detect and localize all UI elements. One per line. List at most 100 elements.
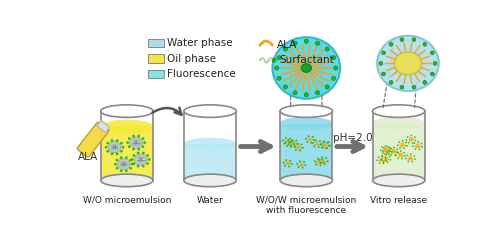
Ellipse shape: [404, 152, 405, 154]
Ellipse shape: [308, 135, 310, 137]
Ellipse shape: [379, 62, 383, 65]
FancyBboxPatch shape: [148, 69, 164, 78]
Ellipse shape: [316, 158, 318, 160]
Ellipse shape: [408, 137, 414, 142]
Ellipse shape: [383, 148, 392, 153]
Ellipse shape: [132, 154, 135, 157]
Ellipse shape: [296, 163, 298, 165]
Ellipse shape: [125, 156, 128, 159]
Ellipse shape: [320, 143, 322, 145]
Ellipse shape: [320, 143, 322, 145]
Ellipse shape: [407, 136, 408, 138]
Ellipse shape: [110, 139, 114, 142]
Ellipse shape: [304, 39, 308, 43]
Ellipse shape: [100, 174, 153, 187]
Ellipse shape: [380, 149, 382, 151]
Ellipse shape: [414, 148, 416, 150]
Ellipse shape: [282, 162, 284, 164]
FancyBboxPatch shape: [97, 121, 110, 132]
Ellipse shape: [293, 41, 297, 45]
Ellipse shape: [142, 145, 144, 148]
Ellipse shape: [412, 38, 416, 41]
Ellipse shape: [325, 85, 330, 89]
Ellipse shape: [326, 142, 328, 144]
Ellipse shape: [381, 146, 383, 148]
Ellipse shape: [322, 147, 324, 148]
Ellipse shape: [130, 159, 132, 161]
Polygon shape: [184, 144, 236, 180]
Ellipse shape: [423, 42, 427, 46]
Ellipse shape: [382, 147, 388, 153]
Ellipse shape: [382, 161, 384, 163]
Ellipse shape: [377, 36, 438, 91]
Ellipse shape: [326, 147, 328, 149]
Ellipse shape: [406, 154, 408, 156]
Text: Oil phase: Oil phase: [167, 54, 216, 64]
Ellipse shape: [299, 150, 301, 151]
Ellipse shape: [389, 42, 393, 46]
Ellipse shape: [320, 164, 322, 166]
Ellipse shape: [290, 160, 292, 162]
Ellipse shape: [400, 38, 404, 41]
Ellipse shape: [277, 76, 281, 80]
Ellipse shape: [423, 81, 427, 84]
Ellipse shape: [408, 155, 414, 161]
Ellipse shape: [326, 160, 328, 162]
Ellipse shape: [116, 167, 118, 170]
Ellipse shape: [110, 152, 114, 155]
Ellipse shape: [284, 143, 286, 145]
Ellipse shape: [277, 56, 281, 60]
Ellipse shape: [321, 158, 323, 160]
Ellipse shape: [383, 147, 384, 149]
Ellipse shape: [372, 117, 425, 130]
Ellipse shape: [316, 41, 320, 45]
Ellipse shape: [120, 169, 122, 172]
Ellipse shape: [106, 142, 109, 144]
Ellipse shape: [401, 158, 403, 159]
Ellipse shape: [381, 155, 383, 157]
Ellipse shape: [402, 140, 404, 142]
Ellipse shape: [412, 85, 416, 89]
Ellipse shape: [372, 105, 425, 117]
Ellipse shape: [410, 135, 412, 136]
Ellipse shape: [389, 150, 390, 152]
Ellipse shape: [400, 85, 404, 89]
Ellipse shape: [404, 155, 406, 157]
Ellipse shape: [390, 154, 392, 156]
Ellipse shape: [303, 161, 305, 163]
Ellipse shape: [408, 142, 410, 144]
Ellipse shape: [376, 160, 378, 161]
Ellipse shape: [332, 76, 336, 80]
Ellipse shape: [396, 151, 398, 153]
Ellipse shape: [326, 157, 328, 159]
Ellipse shape: [128, 145, 130, 148]
FancyBboxPatch shape: [77, 122, 109, 157]
Ellipse shape: [417, 141, 419, 143]
Ellipse shape: [389, 81, 393, 84]
Ellipse shape: [293, 91, 297, 95]
Ellipse shape: [382, 151, 384, 152]
Ellipse shape: [394, 154, 396, 156]
Ellipse shape: [137, 165, 140, 168]
Ellipse shape: [280, 117, 332, 130]
Ellipse shape: [280, 174, 332, 187]
Ellipse shape: [296, 140, 298, 142]
Ellipse shape: [396, 148, 398, 150]
Ellipse shape: [130, 137, 142, 148]
Ellipse shape: [319, 140, 321, 142]
Ellipse shape: [120, 150, 123, 153]
Ellipse shape: [325, 147, 327, 149]
Ellipse shape: [394, 52, 422, 75]
Ellipse shape: [302, 147, 304, 149]
Ellipse shape: [142, 152, 144, 154]
Ellipse shape: [391, 151, 392, 153]
Ellipse shape: [390, 159, 391, 161]
Ellipse shape: [378, 162, 380, 164]
Ellipse shape: [126, 141, 129, 144]
Text: ALA: ALA: [78, 152, 98, 162]
Ellipse shape: [280, 105, 332, 117]
Ellipse shape: [108, 142, 120, 153]
Ellipse shape: [284, 142, 286, 144]
Ellipse shape: [314, 145, 316, 147]
Ellipse shape: [414, 142, 415, 144]
